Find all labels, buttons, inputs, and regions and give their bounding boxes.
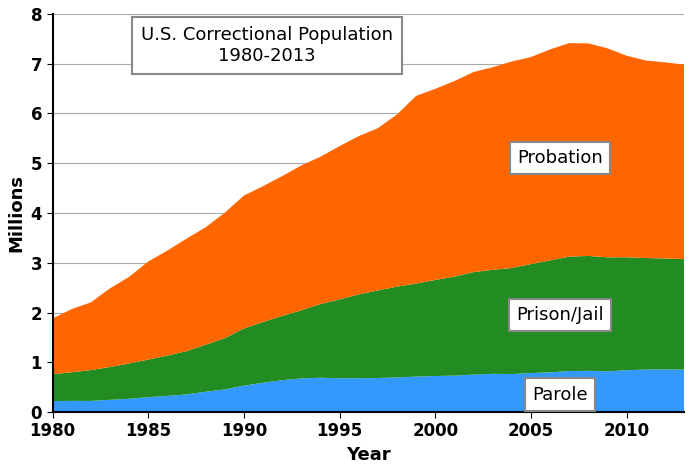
Text: Probation: Probation	[517, 149, 603, 167]
Text: Prison/Jail: Prison/Jail	[516, 306, 603, 324]
X-axis label: Year: Year	[346, 446, 390, 464]
Y-axis label: Millions: Millions	[7, 174, 25, 252]
Text: Parole: Parole	[532, 386, 587, 404]
Text: U.S. Correctional Population
1980-2013: U.S. Correctional Population 1980-2013	[141, 26, 393, 65]
